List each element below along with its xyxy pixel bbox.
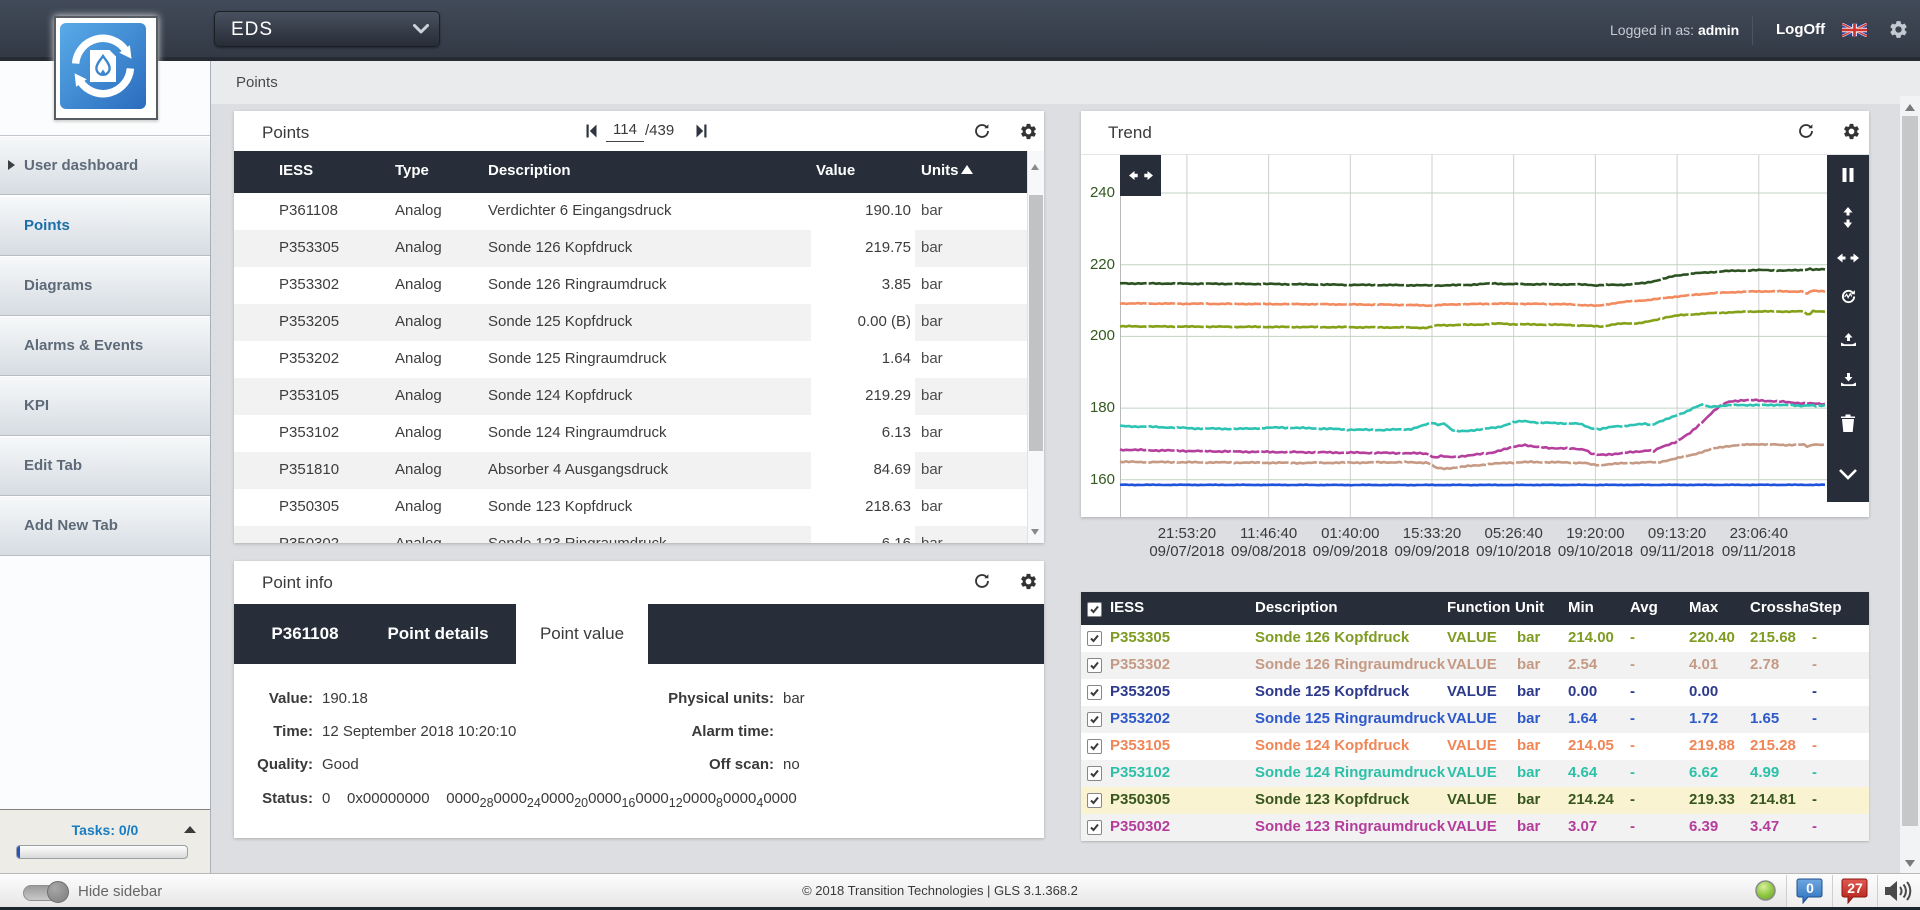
svg-text:27: 27 — [1847, 880, 1863, 896]
svg-text:0: 0 — [1806, 880, 1814, 896]
